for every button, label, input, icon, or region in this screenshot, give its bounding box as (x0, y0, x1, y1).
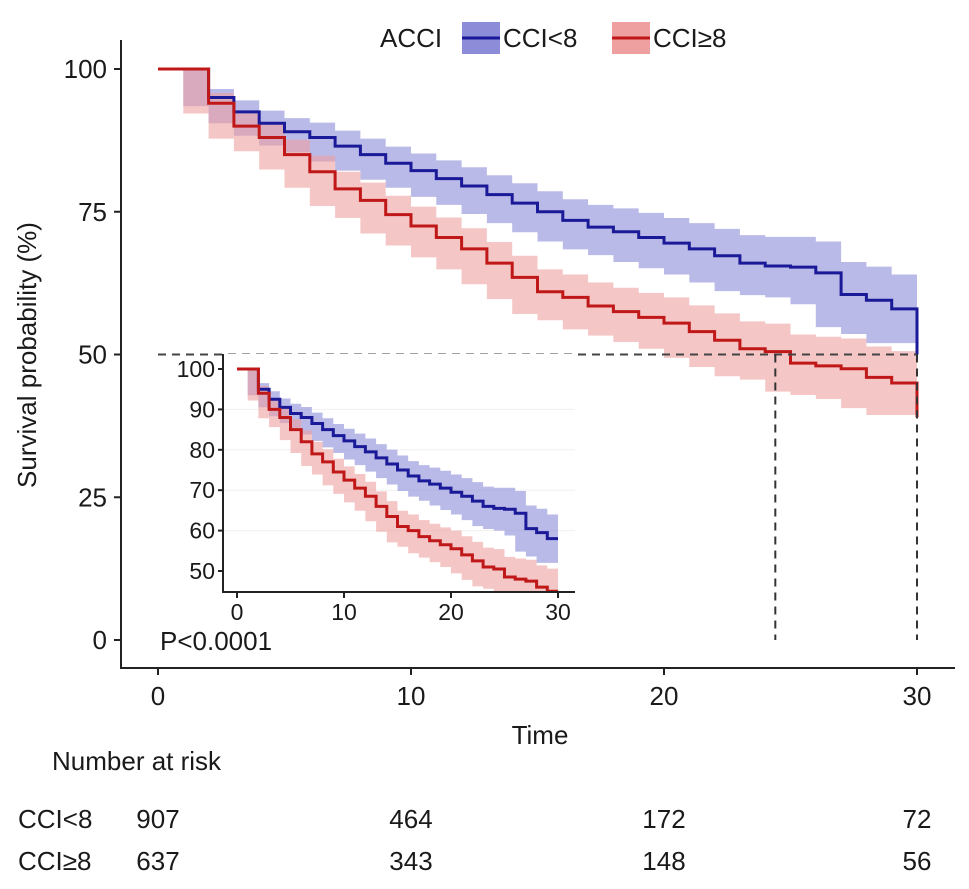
legend-title: ACCI (380, 23, 442, 53)
x-axis-title: Time (512, 720, 569, 750)
risk-table: CCI<8 907 464 172 72 CCI≥8 637 343 148 56 (18, 804, 931, 876)
y-tick-label: 75 (78, 197, 107, 227)
y-tick-label: 50 (78, 340, 107, 370)
x-tick-label: 10 (397, 681, 426, 711)
inset-curve-1 (237, 367, 558, 592)
inset-y-tick-label: 80 (189, 437, 215, 463)
y-tick-label: 25 (78, 482, 107, 512)
inset-clip-group (237, 367, 558, 592)
x-tick-label: 20 (650, 681, 679, 711)
x-tick-label: 0 (151, 681, 165, 711)
y-tick-label: 100 (64, 54, 107, 84)
risk-row-label: CCI≥8 (18, 846, 92, 876)
inset-x-tick-label: 0 (231, 599, 244, 625)
inset-y-tick-label: 90 (189, 396, 215, 422)
inset-x-tick-label: 20 (438, 599, 464, 625)
risk-count: 637 (136, 846, 179, 876)
legend-label-cci-lt-8: CCI<8 (503, 23, 577, 53)
risk-count: 72 (903, 804, 932, 834)
y-tick-label: 0 (93, 625, 107, 655)
inset-plot: 50 60 70 80 90 100 0 10 20 30 (177, 354, 576, 625)
inset-x-tick-label: 30 (545, 599, 571, 625)
inset-y-tick-label: 70 (189, 477, 215, 503)
x-tick-label: 30 (903, 681, 932, 711)
risk-count: 148 (642, 846, 685, 876)
survival-curve-1 (158, 67, 919, 418)
y-axis-title: Survival probability (%) (12, 222, 42, 488)
inset-y-tick-label: 60 (189, 518, 215, 544)
inset-curve-0 (237, 367, 558, 541)
ci-band-1 (158, 69, 917, 416)
survival-curve-0 (158, 67, 919, 355)
legend-label-cci-ge-8: CCI≥8 (653, 23, 727, 53)
legend: ACCI CCI<8 CCI≥8 (380, 22, 727, 54)
risk-count: 172 (642, 804, 685, 834)
p-value: P<0.0001 (160, 626, 272, 656)
risk-count: 464 (389, 804, 432, 834)
risk-count: 907 (136, 804, 179, 834)
risk-count: 56 (903, 846, 932, 876)
inset-y-tick-label: 100 (177, 356, 215, 382)
risk-table-title: Number at risk (52, 746, 222, 776)
risk-row-label: CCI<8 (18, 804, 92, 834)
inset-x-tick-label: 10 (331, 599, 357, 625)
inset-y-tick-label: 50 (189, 558, 215, 584)
risk-count: 343 (389, 846, 432, 876)
